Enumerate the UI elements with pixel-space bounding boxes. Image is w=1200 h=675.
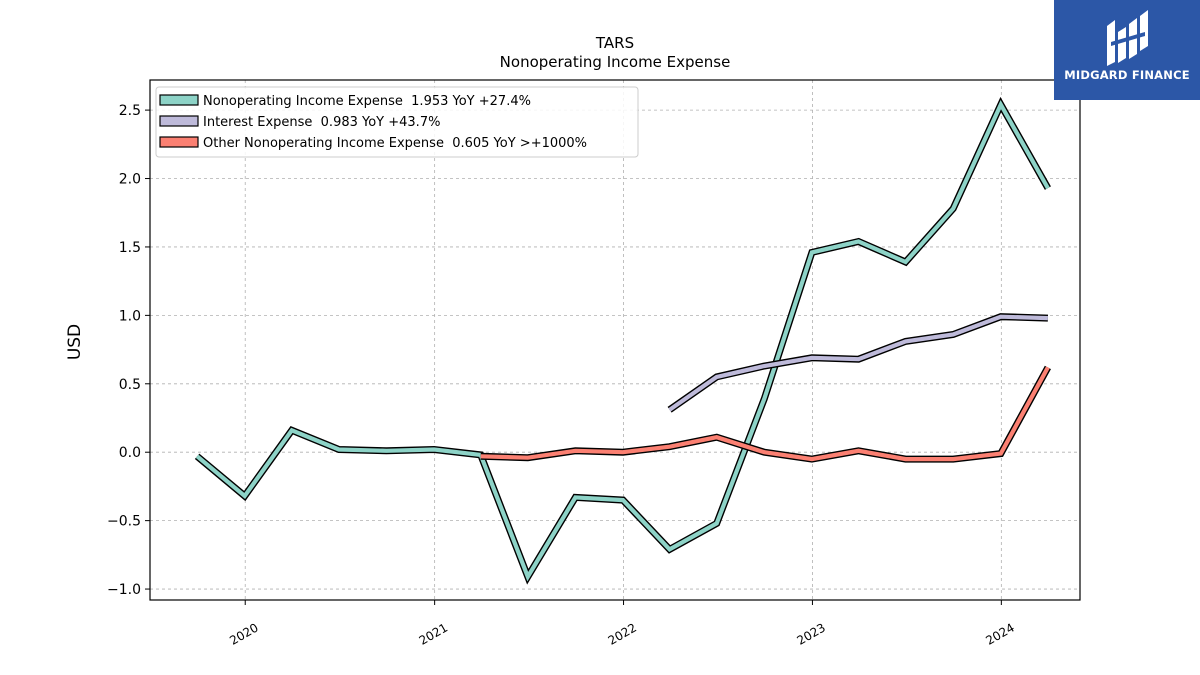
series-line [195,99,1050,582]
series-line [668,314,1048,412]
series-line [480,366,1050,462]
series-3 [480,365,1051,463]
legend-swatch [159,115,199,127]
brand-name: MIDGARD FINANCE [1064,68,1190,82]
brand-logo: MIDGARD FINANCE [1054,0,1200,100]
midgard-logo-icon [1107,10,1148,66]
series-line-outline [667,313,1049,413]
grid [150,80,1080,600]
x-tick-label: 2022 [606,620,639,647]
legend-label: Interest Expense 0.983 YoY +43.7% [203,115,440,130]
series-1 [194,96,1051,585]
y-tick-label: 2.0 [119,172,141,188]
axes: −1.0 −0.5 0.0 0.5 1.0 1.5 2.0 2.5 2020 2021 2022 20… [107,103,1017,648]
chart-subtitle: Nonoperating Income Expense [500,53,731,71]
y-tick-label: 0.0 [119,445,141,461]
y-tick-label: 2.5 [119,103,141,119]
legend: Nonoperating Income Expense 1.953 YoY +2… [155,86,639,158]
y-axis-label: USD [65,324,85,360]
chart-title: TARS [595,34,634,52]
y-tick-label: 1.5 [119,240,141,256]
x-tick-label: 2024 [983,620,1016,647]
x-tick-label: 2020 [227,620,260,647]
y-tick-label: −0.5 [107,514,141,530]
y-tick-label: 1.0 [119,308,141,324]
series-2 [667,313,1049,413]
x-tick-label: 2021 [417,620,450,647]
x-tick-label: 2023 [794,620,827,647]
legend-box [155,86,639,158]
legend-swatch [159,136,199,148]
series-line-outline [480,365,1051,463]
legend-label: Other Nonoperating Income Expense 0.605 … [203,136,587,151]
series-lines [194,96,1051,585]
y-tick-label: 0.5 [119,377,141,393]
legend-swatch [159,94,199,106]
plot-frame [149,79,1081,601]
legend-label: Nonoperating Income Expense 1.953 YoY +2… [203,94,531,109]
y-tick-label: −1.0 [107,582,141,598]
